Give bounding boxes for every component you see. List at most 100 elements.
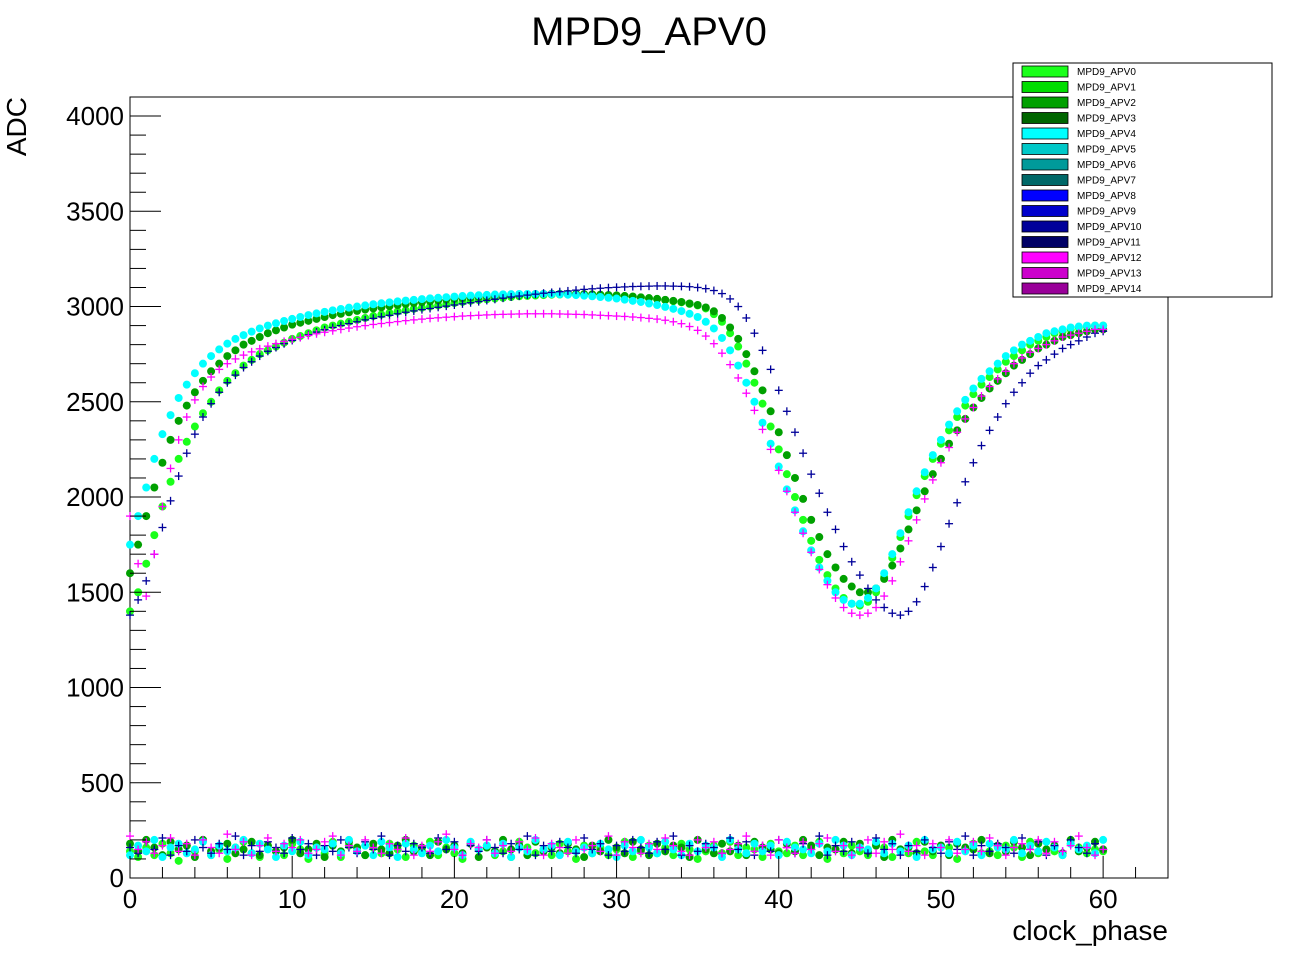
- data-point: [928, 563, 937, 572]
- data-point: [288, 833, 297, 842]
- data-point: [507, 293, 516, 302]
- data-point: [1074, 329, 1083, 338]
- data-point: [588, 284, 597, 293]
- data-point: [920, 494, 929, 503]
- data-point: [223, 854, 232, 863]
- data-point: [320, 837, 329, 846]
- data-point: [1066, 340, 1075, 349]
- data-point: [215, 359, 224, 368]
- data-point: [474, 311, 483, 320]
- data-point: [742, 350, 751, 359]
- data-point: [815, 565, 824, 574]
- data-point: [1058, 847, 1067, 856]
- data-point: [677, 307, 686, 316]
- data-point: [701, 843, 710, 852]
- data-point: [555, 287, 564, 296]
- legend-swatch: [1021, 143, 1069, 155]
- data-point: [1034, 847, 1043, 856]
- data-point: [863, 609, 872, 618]
- data-point: [685, 851, 694, 860]
- data-point: [255, 344, 264, 353]
- data-point: [645, 849, 653, 858]
- data-point: [515, 292, 524, 301]
- data-point: [142, 592, 151, 601]
- data-point: [993, 841, 1002, 850]
- data-point: [888, 853, 897, 862]
- data-point: [920, 851, 929, 860]
- data-point: [231, 845, 240, 854]
- data-point: [726, 833, 735, 842]
- data-point: [466, 298, 475, 307]
- data-point: [604, 293, 613, 302]
- data-point: [466, 291, 475, 300]
- data-point: [961, 832, 970, 841]
- data-point: [766, 445, 775, 454]
- legend-swatch: [1021, 65, 1069, 78]
- data-point: [134, 559, 143, 568]
- data-point: [847, 599, 856, 608]
- data-point: [523, 832, 532, 841]
- data-point: [977, 835, 986, 844]
- data-point: [985, 847, 994, 856]
- data-point: [482, 290, 491, 299]
- data-point: [880, 574, 889, 583]
- data-point: [271, 319, 280, 328]
- data-point: [888, 550, 897, 559]
- legend-label: MPD9_APV3: [1077, 114, 1136, 125]
- data-point: [766, 365, 775, 374]
- data-point: [604, 845, 613, 854]
- data-point: [385, 318, 394, 327]
- data-point: [717, 849, 726, 858]
- data-point: [215, 345, 224, 354]
- data-point: [782, 470, 791, 479]
- data-point: [401, 296, 410, 305]
- data-point: [669, 851, 678, 860]
- data-point: [572, 310, 581, 319]
- data-point: [839, 542, 848, 551]
- data-point: [450, 845, 459, 854]
- data-point: [831, 835, 840, 844]
- data-point: [961, 414, 970, 423]
- data-point: [361, 321, 370, 330]
- data-point: [726, 329, 735, 338]
- data-point: [766, 851, 775, 860]
- data-point: [766, 422, 775, 431]
- data-point: [442, 293, 451, 302]
- data-point: [742, 359, 751, 368]
- data-point: [977, 847, 986, 856]
- data-point: [239, 351, 248, 360]
- data-point: [758, 841, 767, 850]
- data-point: [742, 832, 751, 841]
- data-point: [1050, 327, 1059, 336]
- data-point: [799, 515, 808, 524]
- data-point: [458, 851, 467, 860]
- data-point: [482, 841, 491, 850]
- data-point: [174, 416, 183, 425]
- data-point: [693, 301, 702, 310]
- data-point: [977, 380, 986, 389]
- data-point: [142, 512, 151, 521]
- data-point: [961, 845, 970, 854]
- data-point: [961, 401, 970, 410]
- data-point: [790, 493, 799, 502]
- data-point: [669, 832, 678, 841]
- data-point: [126, 540, 134, 549]
- data-point: [945, 843, 954, 852]
- data-point: [547, 288, 556, 297]
- data-point: [693, 283, 702, 292]
- data-point: [596, 839, 605, 848]
- data-point: [174, 435, 183, 444]
- data-point: [653, 845, 662, 854]
- data-point: [847, 582, 856, 591]
- data-point: [142, 847, 151, 856]
- data-point: [620, 295, 629, 304]
- data-point: [198, 843, 207, 852]
- data-point: [442, 302, 451, 311]
- data-point: [304, 839, 313, 848]
- data-point: [661, 302, 670, 311]
- legend-swatch: [1021, 112, 1069, 124]
- data-point: [693, 313, 702, 322]
- data-point: [750, 397, 759, 406]
- data-point: [1058, 333, 1067, 342]
- data-point: [977, 392, 986, 401]
